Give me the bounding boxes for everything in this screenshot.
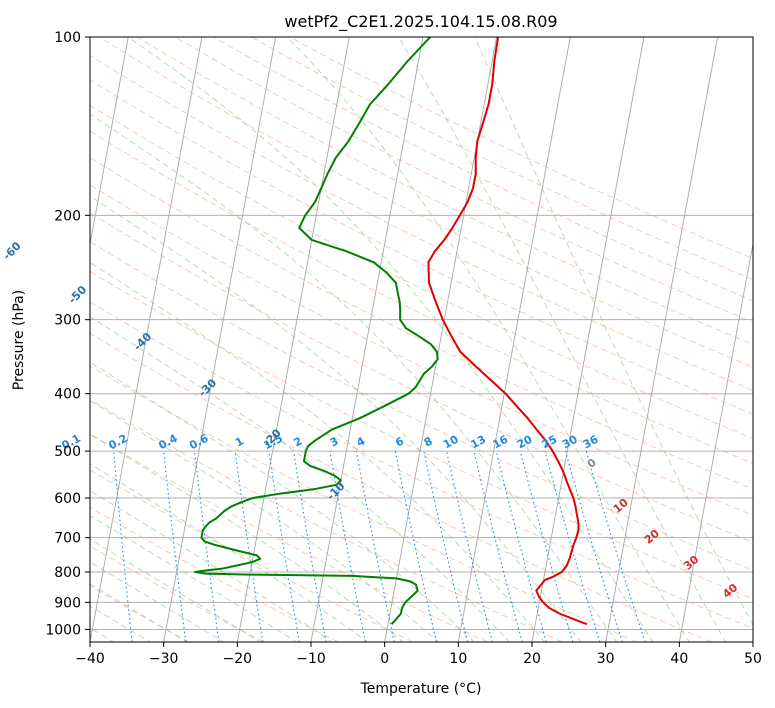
mixing-ratio-line [585, 450, 646, 642]
dry-adiabat-line [90, 398, 563, 642]
y-tick-label: 500 [54, 444, 81, 460]
isotherm-line [457, 37, 571, 642]
dry-adiabat-line [90, 130, 753, 465]
x-tick-label: 30 [597, 651, 615, 667]
moist-adiabat-line [90, 490, 334, 642]
mixing-ratio-label: 30 [560, 433, 580, 452]
y-axis-label: Pressure (hPa) [11, 290, 27, 390]
isotherm-line [752, 639, 753, 642]
mixing-ratio-line [519, 450, 574, 642]
isotherm-line [531, 37, 645, 642]
mixing-ratio-label: 36 [581, 433, 601, 452]
y-tick-label: 400 [54, 387, 81, 403]
mixing-ratio-label: 13 [468, 433, 488, 452]
moist-adiabat-line [90, 433, 404, 642]
y-tick-label: 800 [54, 565, 81, 581]
moist-adiabat-line [90, 583, 189, 642]
isotherm-line [678, 241, 753, 642]
mixing-ratio-line [113, 451, 133, 642]
y-tick-label: 1000 [45, 622, 81, 638]
dry-adiabat-line [213, 37, 753, 302]
x-tick-label: −40 [75, 651, 105, 667]
moist-adiabat-line [90, 361, 475, 642]
dry-adiabat-line [90, 332, 712, 642]
y-tick-label: 200 [54, 208, 81, 224]
moist-adiabat-line [127, 37, 654, 642]
isotherm-line [310, 37, 424, 642]
mixing-ratio-line [193, 451, 220, 642]
skewed-isotherms [0, 37, 753, 642]
y-tick-label: 300 [54, 313, 81, 329]
moist-adiabat-line [90, 400, 440, 642]
dry-adiabat-label: -60 [0, 239, 23, 262]
isotherm-line [236, 37, 350, 642]
y-axis: 100 200 300 400 500 600 700 800 900 1000 [45, 30, 90, 638]
moist-adiabat-line [286, 37, 690, 642]
plot-background [90, 37, 753, 642]
x-tick-label: −30 [149, 651, 179, 667]
mixing-ratio-line [544, 450, 601, 642]
x-axis: −40 −30 −20 −10 0 10 20 30 40 50 [75, 642, 762, 667]
dry-adiabat-line [98, 37, 753, 368]
plot-frame [89, 36, 754, 643]
isotherm-line [90, 37, 129, 247]
x-tick-label: 40 [670, 651, 688, 667]
dry-adiabat-line [90, 469, 414, 642]
sounding-line [194, 37, 439, 625]
moist-adiabat-line [90, 463, 369, 642]
x-tick-label: 10 [449, 651, 467, 667]
y-tick-label: 900 [54, 595, 81, 611]
isotherm-line [163, 37, 277, 642]
mixing-ratio-label: 10 [441, 433, 461, 452]
dry-adiabat-line [90, 104, 753, 440]
mixing-ratio-line [234, 451, 264, 642]
moist-adiabat-line [90, 113, 618, 642]
dry-adiabat-line [90, 506, 339, 642]
mixing-ratio-label: 16 [491, 433, 511, 452]
y-tick-label: 700 [54, 531, 81, 547]
isotherm-line [0, 37, 55, 642]
sounding-series [194, 37, 588, 626]
dry-adiabat-line [90, 184, 753, 516]
x-tick-label: −10 [296, 651, 326, 667]
y-tick-label: 100 [54, 30, 81, 46]
moist-adiabat-line [474, 37, 753, 627]
x-tick-label: 0 [380, 651, 389, 667]
x-tick-label: 20 [523, 651, 541, 667]
x-tick-label: −20 [223, 651, 253, 667]
x-axis-label: Temperature (°C) [360, 681, 482, 697]
mixing-ratio-line [293, 451, 327, 642]
dry-adiabat-line [136, 37, 753, 346]
mixing-ratio-line [564, 450, 623, 642]
mixing-ratio-line [495, 450, 547, 642]
dry-adiabat-line [90, 157, 753, 490]
mixing-ratio-label: 25 [540, 433, 560, 452]
x-tick-label: 50 [744, 651, 762, 667]
moist-adiabat-line [90, 261, 546, 642]
dry-adiabat-line [90, 433, 488, 642]
moist-adiabat-line [90, 514, 298, 642]
mixing-ratio-label: 20 [515, 433, 535, 452]
chart-title: wetPf2_C2E1.2025.104.15.08.R09 [284, 12, 557, 32]
dry-adiabat-label: -50 [66, 283, 89, 306]
isotherm-line [605, 37, 719, 642]
y-tick-label: 600 [54, 491, 81, 507]
mixing-ratio-line [163, 451, 187, 642]
dry-adiabat-line [90, 301, 753, 630]
isotherm-line [90, 37, 203, 642]
mixing-ratio-lines [113, 450, 646, 642]
dry-adiabat-line [90, 212, 753, 544]
pressure-grid [90, 37, 753, 630]
sounding-line [427, 37, 588, 626]
